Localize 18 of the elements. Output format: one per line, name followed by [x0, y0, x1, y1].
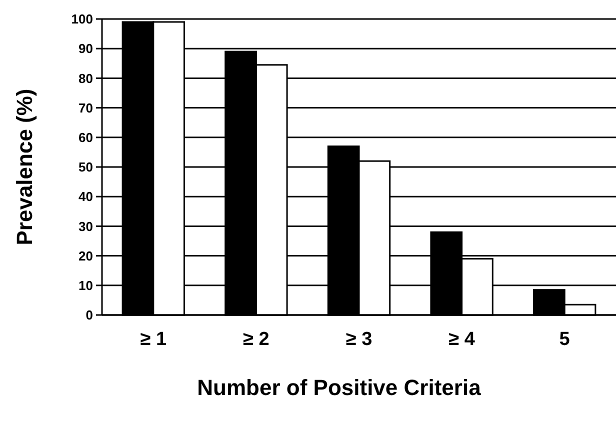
x-tick-label: ≥ 4 [448, 329, 476, 350]
y-tick-label: 10 [78, 278, 93, 293]
y-tick-label: 80 [78, 70, 93, 86]
y-tick-label: 70 [78, 100, 93, 116]
y-tick-label: 0 [86, 308, 93, 323]
y-tick-label: 30 [78, 218, 93, 234]
x-tick-label: ≥ 1 [140, 329, 167, 350]
y-axis-title: Prevalence (%) [12, 88, 37, 246]
y-tick-label: 100 [71, 12, 93, 27]
y-tick-label: 60 [78, 130, 93, 145]
x-tick-label: ≥ 2 [243, 329, 270, 350]
x-axis-title: Number of Positive Criteria [197, 375, 482, 400]
y-tick-label: 50 [78, 160, 93, 175]
x-tick-label: ≥ 3 [346, 329, 372, 350]
y-tick-label: 90 [78, 41, 93, 56]
y-tick-label: 40 [78, 189, 93, 204]
x-tick-label: 5 [559, 329, 570, 350]
y-tick-label: 20 [78, 248, 93, 264]
